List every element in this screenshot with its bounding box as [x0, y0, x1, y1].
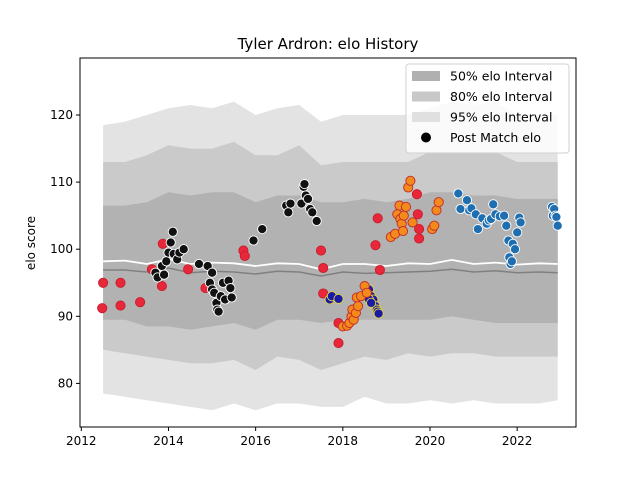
data-point	[509, 244, 521, 255]
data-point	[213, 306, 224, 317]
data-point	[161, 256, 172, 267]
data-point	[499, 210, 510, 221]
legend: 50% elo Interval 80% elo Interval 95% elo …	[405, 63, 570, 154]
data-point	[461, 195, 473, 206]
data-point	[248, 235, 259, 246]
legend-label: 80% elo Interval	[450, 89, 552, 104]
data-point	[472, 224, 483, 235]
data-point	[97, 303, 108, 314]
legend-label: 50% elo Interval	[450, 69, 552, 84]
data-point	[193, 258, 205, 270]
plot-frame	[79, 57, 577, 428]
data-point	[307, 207, 318, 218]
data-point	[207, 267, 218, 278]
legend-swatch	[412, 91, 440, 102]
legend-swatch	[412, 112, 440, 122]
data-point	[551, 211, 562, 223]
x-tick-label: 2014	[153, 434, 184, 448]
x-tick-label: 2016	[240, 434, 271, 448]
data-point	[398, 210, 409, 221]
y-tick-label: 110	[50, 175, 73, 189]
data-point	[285, 198, 296, 209]
data-point	[353, 301, 364, 312]
data-point	[178, 244, 189, 255]
x-tick-label: 2012	[66, 434, 97, 448]
data-point	[373, 308, 384, 319]
data-point	[333, 338, 344, 349]
data-point	[512, 227, 523, 238]
data-point	[366, 297, 377, 308]
legend-swatch	[412, 71, 440, 81]
x-axis: 2012 2014 2016 2018 2020 2022	[66, 427, 532, 448]
y-tick-label: 120	[50, 108, 73, 122]
data-point	[165, 237, 176, 248]
data-point	[225, 283, 236, 294]
data-point	[411, 189, 422, 200]
legend-label: Post Match elo	[450, 130, 541, 145]
data-point	[257, 224, 268, 235]
data-point	[333, 293, 344, 304]
data-point	[433, 197, 444, 208]
data-point	[374, 264, 385, 276]
data-point	[115, 300, 126, 311]
data-point	[226, 292, 237, 303]
x-tick-label: 2022	[502, 434, 533, 448]
data-point	[283, 207, 294, 218]
legend-marker	[421, 132, 431, 143]
data-point	[98, 277, 109, 288]
data-point	[318, 262, 329, 274]
data-point	[299, 179, 310, 190]
y-axis: 80 90 100 110 120	[50, 108, 80, 390]
data-point	[156, 281, 167, 292]
data-point	[372, 213, 383, 224]
data-point	[515, 217, 526, 228]
data-point	[506, 256, 517, 267]
data-point	[405, 175, 416, 186]
y-tick-label: 90	[58, 309, 73, 323]
chart-title: Tyler Ardron: elo History	[237, 35, 419, 53]
data-point	[239, 250, 250, 261]
data-point	[370, 240, 381, 251]
data-point	[302, 193, 314, 204]
data-point	[397, 226, 409, 237]
median-line	[103, 267, 558, 277]
legend-box	[405, 63, 570, 154]
data-point	[455, 203, 466, 215]
data-point	[429, 220, 440, 231]
data-point	[361, 287, 372, 298]
data-point	[135, 297, 146, 308]
data-point	[400, 201, 412, 212]
data-point	[488, 199, 499, 210]
x-tick-label: 2020	[415, 434, 446, 448]
data-point	[115, 277, 126, 288]
data-point	[183, 264, 194, 275]
data-point	[552, 220, 563, 231]
data-point	[412, 209, 423, 220]
data-point	[311, 215, 322, 227]
data-point	[414, 233, 425, 244]
legend-label: 95% elo Interval	[450, 110, 552, 125]
data-point	[167, 226, 178, 237]
data-points	[97, 175, 563, 349]
y-tick-label: 80	[58, 376, 73, 390]
data-point	[315, 245, 327, 256]
data-point	[159, 269, 170, 280]
x-tick-label: 2018	[328, 434, 359, 448]
y-tick-label: 100	[50, 242, 73, 256]
y-axis-label: elo score	[24, 216, 38, 270]
data-point	[453, 188, 464, 199]
data-point	[407, 217, 418, 228]
data-point	[501, 220, 512, 231]
